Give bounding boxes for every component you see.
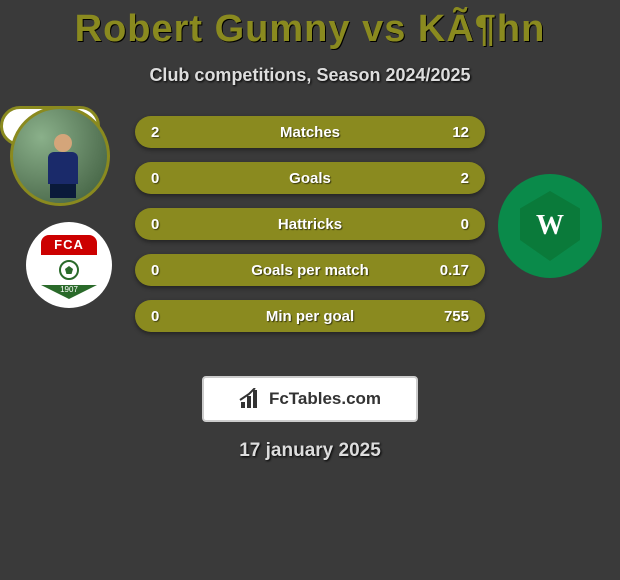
stat-label: Matches: [201, 124, 419, 141]
stat-value-right: 2: [419, 170, 469, 187]
stat-value-right: 755: [419, 308, 469, 325]
werder-letter: W: [536, 210, 564, 242]
stat-row: 0 Goals 2: [135, 162, 485, 194]
fctables-link[interactable]: FcTables.com: [202, 376, 418, 422]
club-badge-right: W: [498, 174, 602, 278]
werder-crest-icon: W: [520, 191, 580, 261]
stat-label: Hattricks: [201, 216, 419, 233]
player-photo-left: [10, 106, 110, 206]
stat-value-left: 2: [151, 124, 201, 141]
stat-value-left: 0: [151, 216, 201, 233]
player-silhouette-icon: [43, 134, 83, 194]
stats-list: 2 Matches 12 0 Goals 2 0 Hattricks 0 0 G…: [135, 116, 485, 346]
stat-value-right: 0: [419, 216, 469, 233]
stat-value-left: 0: [151, 262, 201, 279]
bar-chart-icon: [239, 388, 263, 410]
stat-value-left: 0: [151, 170, 201, 187]
stat-value-right: 0.17: [419, 262, 469, 279]
stat-row: 0 Hattricks 0: [135, 208, 485, 240]
stat-value-left: 0: [151, 308, 201, 325]
fctables-label: FcTables.com: [269, 389, 381, 409]
date-label: 17 january 2025: [0, 440, 620, 462]
stat-label: Goals per match: [201, 262, 419, 279]
stat-row: 0 Goals per match 0.17: [135, 254, 485, 286]
fca-abbrev: FCA: [41, 235, 97, 255]
page-title: Robert Gumny vs KÃ¶hn: [0, 0, 620, 51]
stat-value-right: 12: [419, 124, 469, 141]
stat-label: Min per goal: [201, 308, 419, 325]
fca-year: 1907: [41, 285, 97, 299]
soccer-ball-icon: [59, 260, 79, 280]
subtitle: Club competitions, Season 2024/2025: [0, 65, 620, 86]
stat-row: 2 Matches 12: [135, 116, 485, 148]
fca-crest-icon: FCA 1907: [41, 235, 97, 295]
club-badge-left: FCA 1907: [26, 222, 112, 308]
stat-row: 0 Min per goal 755: [135, 300, 485, 332]
comparison-panel: FCA 1907 W 2 Matches 12 0 Goals 2 0 Hatt…: [0, 106, 620, 366]
stat-label: Goals: [201, 170, 419, 187]
